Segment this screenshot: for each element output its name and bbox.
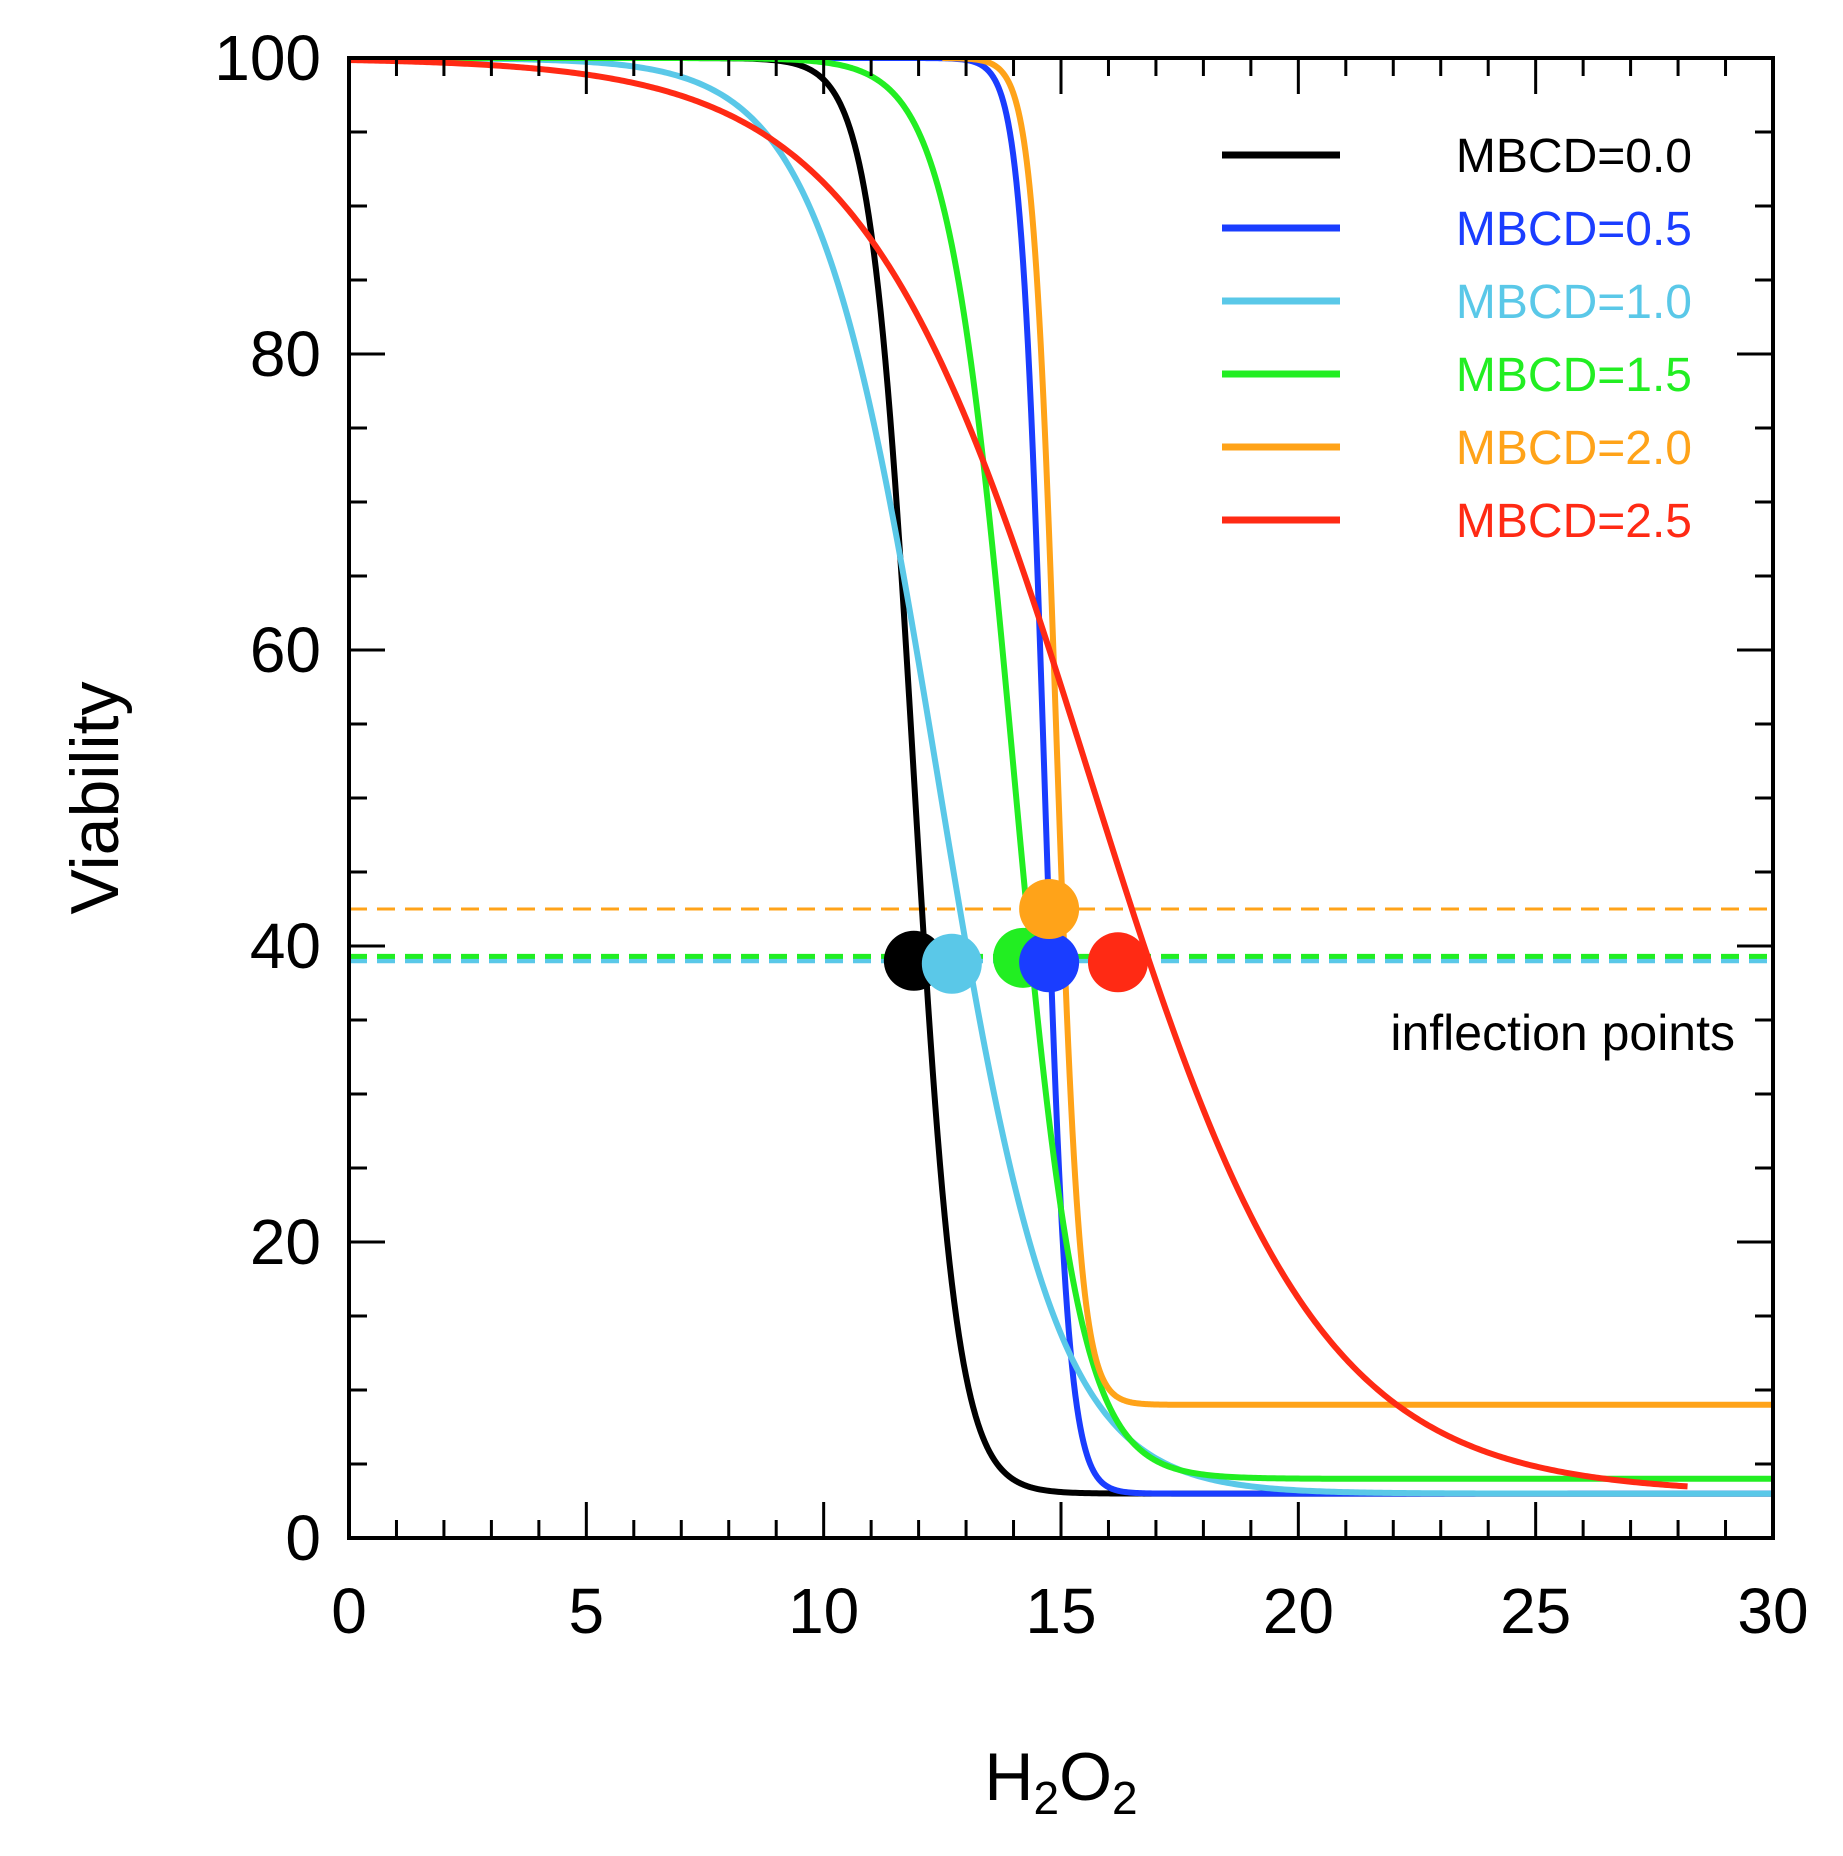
x-axis-title: H2O2: [984, 1739, 1137, 1824]
y-tick-label: 60: [250, 614, 321, 686]
series-line-mbcd-2-5: [349, 58, 1689, 1490]
y-axis-title: Viability: [57, 681, 133, 914]
series-line-mbcd-1-5: [349, 58, 1773, 1482]
x-tick-label: 20: [1263, 1575, 1334, 1647]
axis-ticks: [347, 56, 1775, 1540]
legend-label: MBCD=0.0: [1456, 130, 1692, 183]
series-line-mbcd-0-0: [349, 58, 1773, 1497]
x-tick-label: 5: [569, 1575, 605, 1647]
legend-label: MBCD=1.0: [1456, 276, 1692, 329]
x-tick-label: 30: [1737, 1575, 1808, 1647]
y-tick-label: 80: [250, 318, 321, 390]
y-tick-label: 100: [214, 22, 321, 94]
y-tick-label: 20: [250, 1206, 321, 1278]
y-tick-labels: 0 20 40 60 80 100: [214, 22, 321, 1574]
x-tick-labels: 0 5 10 15 20 25 30: [331, 1575, 1808, 1647]
series-line-mbcd-1-0: [349, 58, 1773, 1497]
series-lines: [349, 58, 1773, 1497]
inflection-point: [1019, 879, 1080, 939]
legend-label: MBCD=0.5: [1456, 203, 1692, 256]
legend: MBCD=0.0 MBCD=0.5 MBCD=1.0 MBCD=1.5 MBCD=2.0…: [1222, 130, 1692, 548]
x-tick-label: 25: [1500, 1575, 1571, 1647]
legend-label: MBCD=2.0: [1456, 422, 1692, 475]
inflection-point: [1087, 932, 1148, 993]
x-axis-title-o: O: [1059, 1739, 1112, 1815]
inflection-point: [1019, 932, 1080, 993]
inflection-point-markers: [883, 879, 1148, 994]
legend-label: MBCD=2.5: [1456, 495, 1692, 548]
y-tick-label: 40: [250, 910, 321, 982]
inflection-points-annotation: inflection points: [1390, 1005, 1735, 1061]
legend-label: MBCD=1.5: [1456, 349, 1692, 402]
y-tick-label: 0: [285, 1502, 321, 1574]
x-axis-title-h: H: [984, 1739, 1033, 1815]
x-axis-title-sub2: 2: [1112, 1772, 1138, 1824]
inflection-point: [921, 933, 982, 994]
x-tick-label: 10: [788, 1575, 859, 1647]
x-axis-title-sub1: 2: [1034, 1772, 1060, 1824]
x-tick-label: 0: [331, 1575, 367, 1647]
series-line-mbcd-2-0: [940, 58, 1773, 1408]
x-tick-label: 15: [1025, 1575, 1096, 1647]
